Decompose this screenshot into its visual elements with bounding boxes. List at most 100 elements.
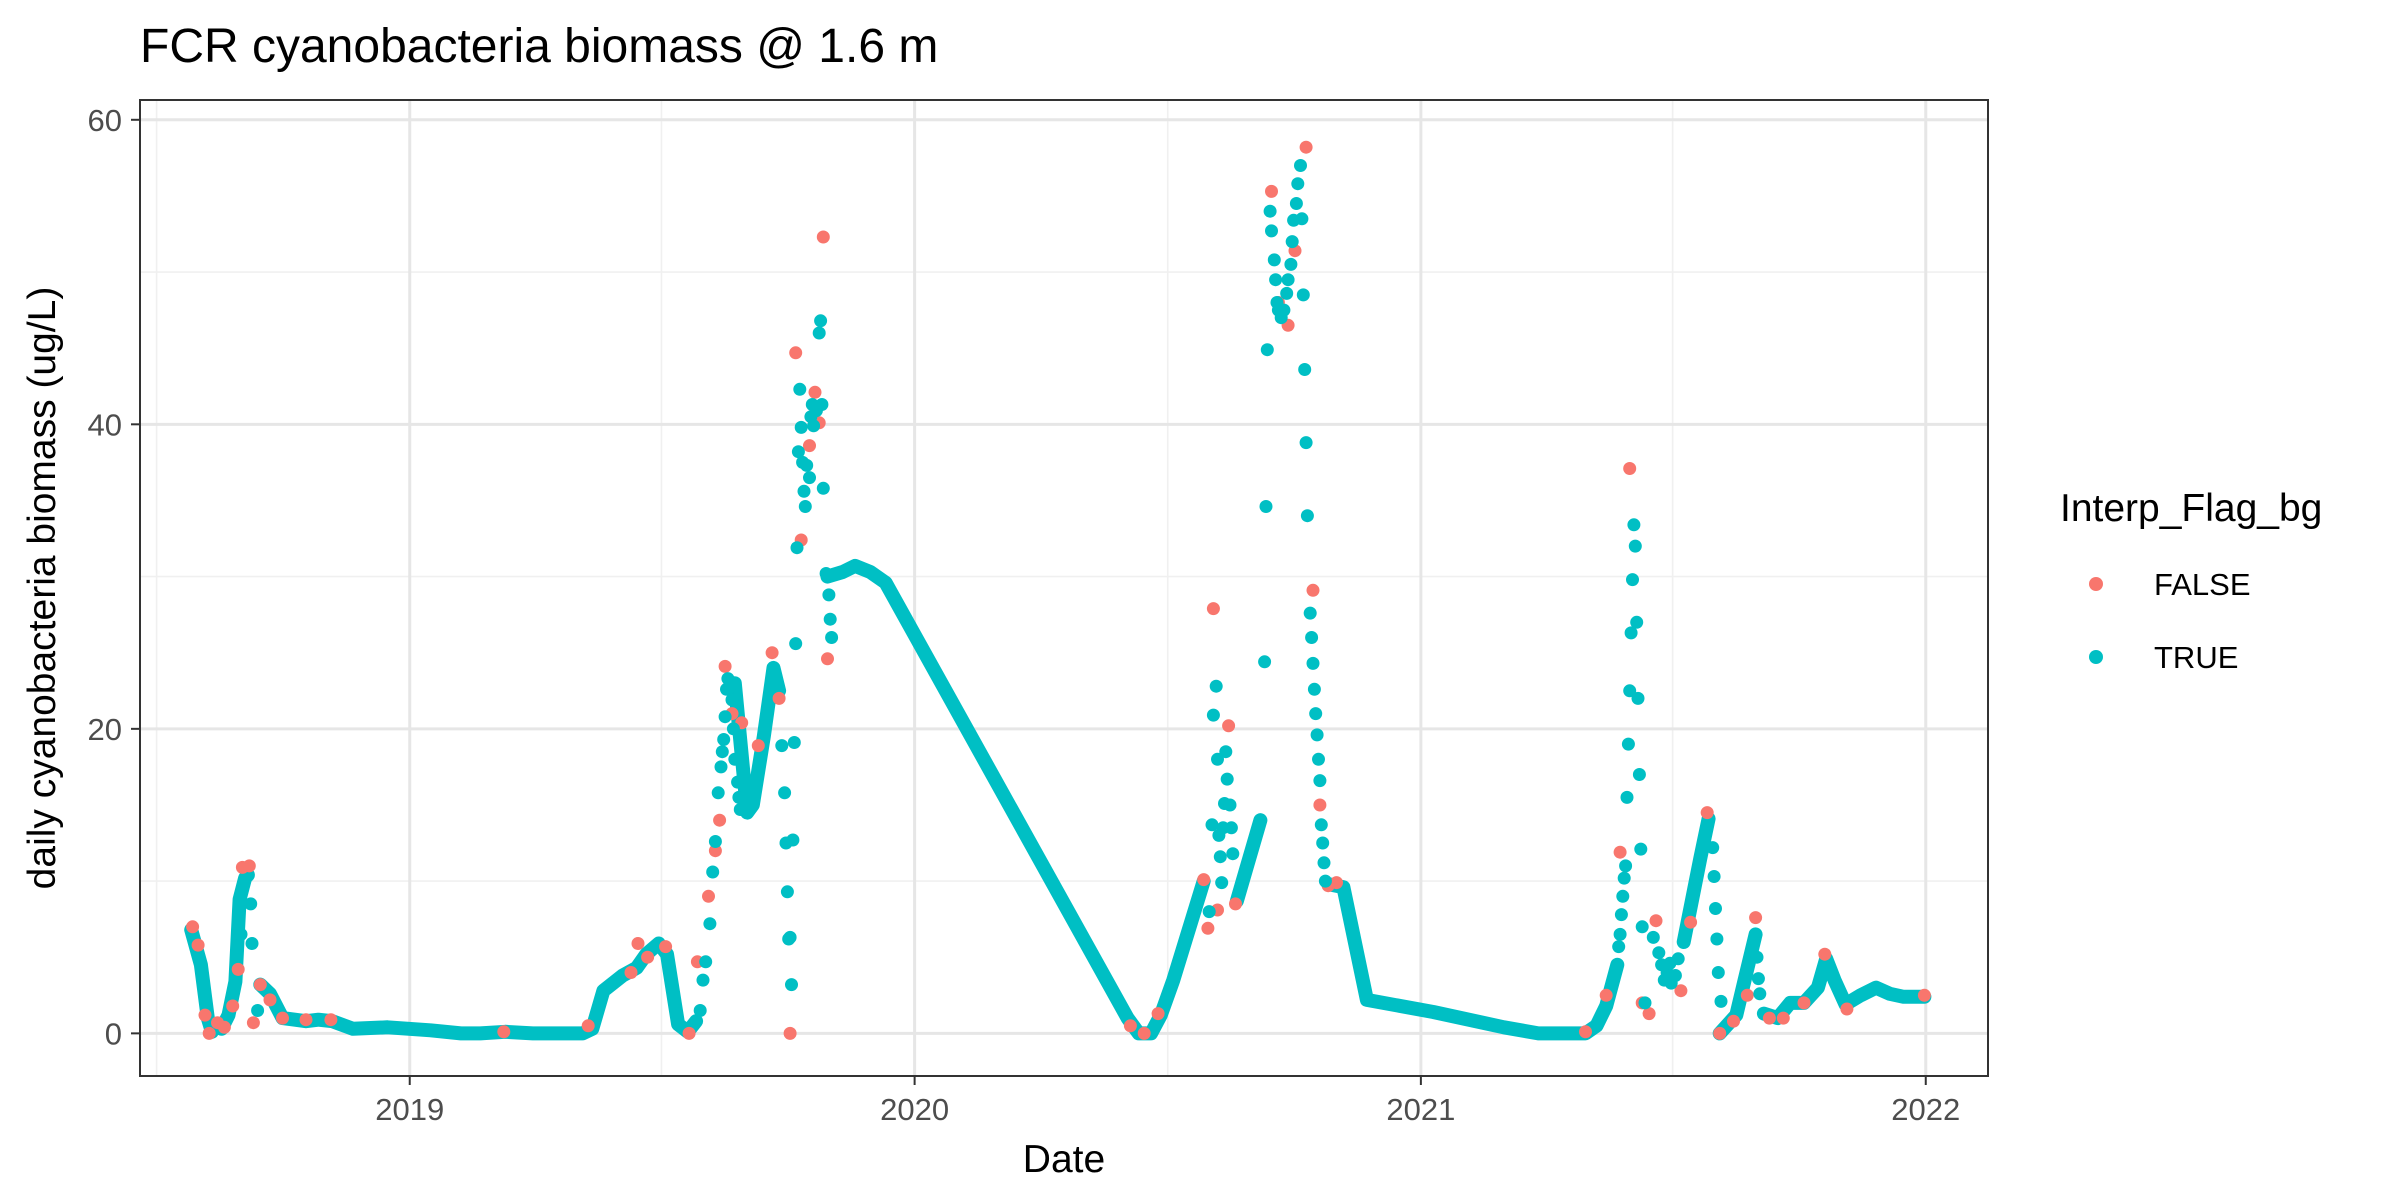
y-tick-label: 40 <box>88 407 122 442</box>
data-point-false <box>191 938 205 952</box>
legend-label-false: FALSE <box>2154 567 2251 602</box>
data-point-true <box>1285 235 1299 249</box>
data-point-false <box>1740 988 1754 1002</box>
data-point-true <box>815 398 829 411</box>
data-point-true <box>1751 972 1765 986</box>
data-point-true <box>789 637 803 651</box>
data-point-true <box>1632 768 1646 781</box>
x-tick-label: 2021 <box>1386 1092 1455 1127</box>
data-point-true <box>1215 876 1229 890</box>
data-point-false <box>246 1016 260 1030</box>
data-point-true <box>1634 842 1648 856</box>
data-point-false <box>702 889 715 903</box>
data-point-true <box>1631 691 1645 705</box>
data-point-true <box>1313 774 1327 788</box>
data-point-true <box>725 693 739 707</box>
data-point-true <box>778 786 792 800</box>
x-tick-label: 2019 <box>375 1092 444 1127</box>
data-point-false <box>659 940 673 954</box>
data-point-true <box>1226 847 1240 861</box>
data-point-true <box>1220 772 1234 786</box>
data-point-false <box>708 844 722 858</box>
data-point-false <box>1797 996 1811 1010</box>
data-point-true <box>1630 615 1644 629</box>
data-point-true <box>785 978 798 992</box>
series-true-line-8 <box>1756 951 1932 1026</box>
data-point-false <box>789 346 803 360</box>
data-point-false <box>1613 845 1627 859</box>
data-point-false <box>682 1026 696 1040</box>
data-point-true <box>803 471 816 485</box>
data-point-false <box>1137 1026 1151 1040</box>
data-point-true <box>1623 684 1637 698</box>
x-tick-label: 2020 <box>880 1092 949 1127</box>
data-point-true <box>823 612 837 626</box>
data-point-true <box>1707 870 1721 883</box>
series-true-line-6 <box>1676 811 1716 949</box>
data-point-false <box>1684 915 1698 929</box>
data-point-true <box>1310 728 1324 742</box>
data-point-true <box>714 760 728 774</box>
data-point-true <box>1306 656 1320 670</box>
data-point-false <box>1229 897 1242 911</box>
x-axis-title: Date <box>1023 1138 1105 1181</box>
data-point-false <box>1674 984 1688 998</box>
data-point-true <box>1303 606 1317 620</box>
data-point-false <box>253 978 267 992</box>
data-point-true <box>1260 343 1274 357</box>
data-point-true <box>1316 836 1330 850</box>
series-true-line-4 <box>1229 813 1268 908</box>
legend-key-false <box>2089 577 2103 591</box>
y-tick-label: 0 <box>105 1016 122 1051</box>
data-point-true <box>780 885 794 899</box>
data-point-false <box>1727 1014 1740 1028</box>
data-point-true <box>816 481 830 495</box>
data-point-true <box>822 588 836 602</box>
data-point-true <box>1291 177 1305 191</box>
data-point-true <box>1209 679 1223 693</box>
data-point-true <box>1305 631 1319 644</box>
data-point-true <box>790 541 804 555</box>
data-point-true <box>1298 363 1312 376</box>
data-point-false <box>581 1019 595 1033</box>
data-point-true <box>717 733 731 746</box>
panel-border <box>139 99 1989 1077</box>
data-point-false <box>186 920 200 934</box>
data-point-false <box>1201 921 1215 935</box>
series-true-line-3 <box>820 558 1211 1041</box>
data-point-true <box>1219 745 1233 759</box>
data-point-false <box>1197 873 1211 887</box>
data-point-true <box>1627 518 1641 532</box>
data-point-true <box>715 745 729 759</box>
data-point-true <box>718 710 732 724</box>
data-point-true <box>1300 509 1314 523</box>
data-point-false <box>1700 806 1714 820</box>
data-point-true <box>800 458 814 472</box>
data-point-true <box>1753 987 1767 1001</box>
data-point-true <box>234 927 248 941</box>
data-point-false <box>641 950 655 964</box>
data-point-true <box>1613 927 1627 941</box>
data-point-true <box>1299 436 1313 450</box>
data-point-false <box>751 739 765 753</box>
data-point-true <box>791 445 805 459</box>
data-point-true <box>775 739 789 753</box>
data-point-true <box>1307 682 1321 696</box>
data-point-true <box>1750 950 1764 964</box>
data-point-false <box>263 993 277 1007</box>
data-point-true <box>722 681 736 695</box>
data-point-false <box>1776 1011 1790 1025</box>
data-point-false <box>1818 947 1832 961</box>
data-point-false <box>808 385 822 399</box>
data-point-false <box>1649 914 1663 928</box>
data-point-true <box>1621 737 1635 751</box>
data-point-true <box>1709 902 1722 915</box>
data-point-true <box>786 833 800 847</box>
data-point-true <box>1638 996 1652 1010</box>
data-point-true <box>732 790 746 804</box>
data-point-true <box>1614 908 1628 922</box>
data-point-true <box>1635 920 1649 934</box>
data-point-true <box>1312 752 1325 766</box>
data-point-false <box>713 813 727 827</box>
